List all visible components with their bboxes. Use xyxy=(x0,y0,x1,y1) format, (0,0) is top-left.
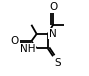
Text: O: O xyxy=(49,2,57,12)
Text: O: O xyxy=(10,36,18,46)
Text: N: N xyxy=(49,29,57,39)
Text: S: S xyxy=(54,58,61,68)
Text: NH: NH xyxy=(20,44,36,54)
